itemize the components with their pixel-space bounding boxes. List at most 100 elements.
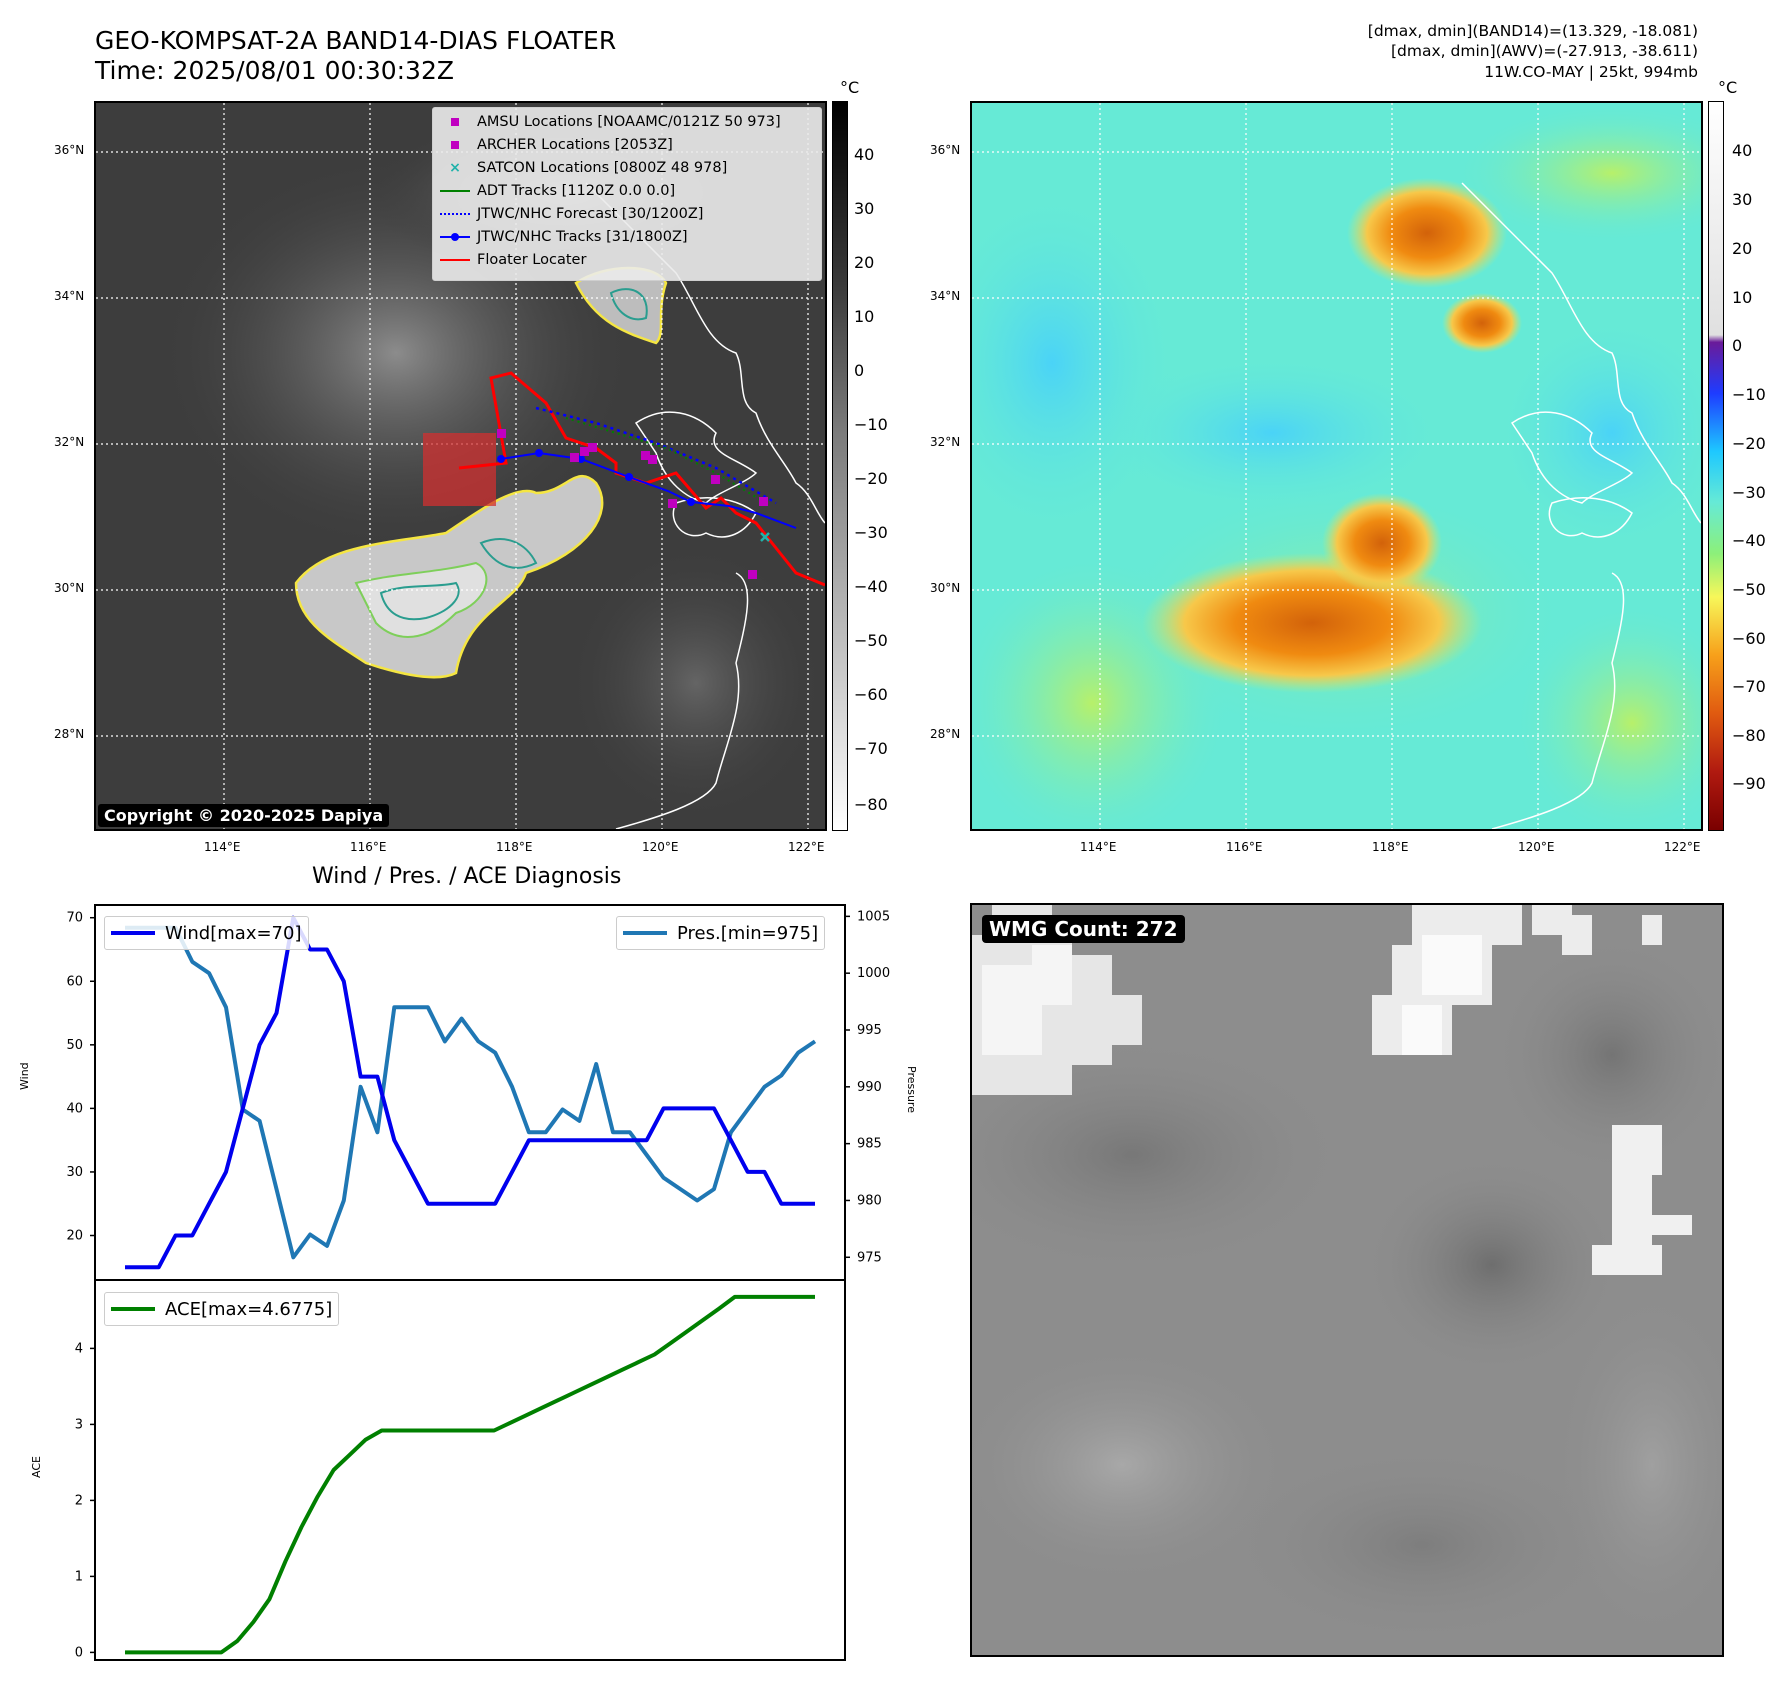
ace-tick-label: 0 [75,1645,83,1660]
archer-location [497,429,506,438]
wmg-panel: WMG Count: 272 [970,903,1724,1657]
archer-location [588,443,597,452]
colorbar-right-tick: −50 [1732,580,1766,599]
colorbar-right-tick: 0 [1732,336,1743,355]
colorbar-left-tick: −60 [854,685,888,704]
legend-item-forecast: JTWC/NHC Forecast [30/1200Z] [433,203,703,225]
legend-item-jtwc: JTWC/NHC Tracks [31/1800Z] [433,226,688,248]
legend-item-archer: ARCHER Locations [2053Z] [433,134,673,156]
ace-legend-label: ACE[max=4.6775] [165,1298,333,1320]
colorbar-right-tick: −20 [1732,434,1766,453]
lon-label: 120°E [1518,840,1555,854]
info-awv: [dmax, dmin](AWV)=(-27.913, -38.611) [1391,42,1698,60]
ace-tick-label: 2 [75,1493,83,1508]
lat-label: 34°N [930,289,961,303]
lat-label: 30°N [930,581,961,595]
colorbar-left [832,101,848,831]
lat-label: 28°N [930,727,961,741]
legend-item-adt: ADT Tracks [1120Z 0.0 0.0] [433,180,675,202]
info-storm: 11W.CO-MAY | 25kt, 994mb [1484,63,1698,81]
ace-plot-frame [94,1279,846,1661]
colorbar-right-tick: −10 [1732,385,1766,404]
floater-box [423,433,496,506]
lat-label: 32°N [930,435,961,449]
forecast-line-icon [433,213,477,215]
wind-tick-label: 20 [66,1229,83,1244]
diagnosis-chart: 20 30 40 50 60 70 975 980 985 990 995 1000 1005 0 1 2 3 4 [66,904,890,1661]
jtwc-track [500,451,797,529]
wind-legend: Wind[max=70] [104,916,309,950]
colorbar-left-tick: 20 [854,253,875,272]
pressure-legend-label: Pres.[min=975] [677,922,819,944]
colorbar-right-tick: −40 [1732,531,1766,550]
map-title: GEO-KOMPSAT-2A BAND14-DIAS FLOATER [95,26,617,55]
colorbar-left-tick: −40 [854,577,888,596]
legend-item-floater: Floater Locater [433,249,586,271]
legend-label: AMSU Locations [NOAAMC/0121Z 50 973] [477,114,781,130]
legend-label: ARCHER Locations [2053Z] [477,137,673,153]
awv-map-image [972,103,1701,829]
colorbar-left-tick: −70 [854,739,888,758]
ace-legend-line-icon [111,1307,155,1311]
lon-label: 118°E [496,840,533,854]
ace-tick-label: 4 [75,1341,83,1356]
satcon-location [760,532,770,542]
colorbar-left-tick: 40 [854,145,875,164]
floater-line-icon [433,259,477,261]
archer-location [580,447,589,456]
legend-label: SATCON Locations [0800Z 48 978] [477,160,728,176]
legend-item-amsu: AMSU Locations [NOAAMC/0121Z 50 973] [433,111,781,133]
legend-label: JTWC/NHC Tracks [31/1800Z] [477,229,688,245]
archer-marker-icon [433,137,477,153]
colorbar-right-tick: −30 [1732,483,1766,502]
pressure-legend: Pres.[min=975] [616,916,826,950]
lon-label: 122°E [788,840,825,854]
awv-map-gridlines [972,103,1701,829]
colorbar-right-tick: −90 [1732,774,1766,793]
colorbar-left-tick: −30 [854,523,888,542]
lon-label: 120°E [642,840,679,854]
wind-legend-line-icon [111,931,155,935]
wind-series-line [125,915,815,1270]
ace-series-line [125,1294,815,1655]
lon-label: 114°E [1080,840,1117,854]
pressure-tick-label: 1000 [857,966,890,981]
lon-label: 116°E [1226,840,1263,854]
colorbar-left-tick: −20 [854,469,888,488]
pressure-legend-line-icon [623,931,667,935]
archer-location [711,475,720,484]
colorbar-right [1708,101,1724,831]
colorbar-right-tick: 20 [1732,239,1753,258]
wind-tick-label: 60 [66,974,83,989]
colorbar-right-tick: −70 [1732,677,1766,696]
lat-label: 36°N [54,143,85,157]
lon-label: 114°E [204,840,241,854]
lon-label: 118°E [1372,840,1409,854]
copyright-label: Copyright © 2020-2025 Dapiya [98,804,390,827]
ace-tick-label: 3 [75,1417,83,1432]
jtwc-point [687,498,695,506]
wmg-count-badge: WMG Count: 272 [982,915,1185,943]
archer-location [641,451,650,460]
lon-label: 116°E [350,840,387,854]
colorbar-right-tick: −80 [1732,726,1766,745]
wind-tick-label: 40 [66,1101,83,1116]
wmg-image [972,905,1722,1655]
lat-label: 28°N [54,727,85,741]
colorbar-right-unit: °C [1718,78,1738,97]
jtwc-point [535,449,543,457]
colorbar-left-tick: 10 [854,307,875,326]
ace-tick-label: 1 [75,1569,83,1584]
pressure-tick-label: 995 [857,1023,882,1038]
pressure-tick-label: 1005 [857,909,890,924]
pressure-tick-label: 985 [857,1137,882,1152]
colorbar-right-tick: −60 [1732,629,1766,648]
pressure-tick-label: 980 [857,1193,882,1208]
wind-pressure-plot-frame [94,904,846,1281]
colorbar-right-tick: 10 [1732,288,1753,307]
lat-label: 36°N [930,143,961,157]
amsu-location [748,570,757,579]
wind-tick-label: 70 [66,911,83,926]
wind-tick-label: 50 [66,1038,83,1053]
colorbar-right-tick: 40 [1732,141,1753,160]
